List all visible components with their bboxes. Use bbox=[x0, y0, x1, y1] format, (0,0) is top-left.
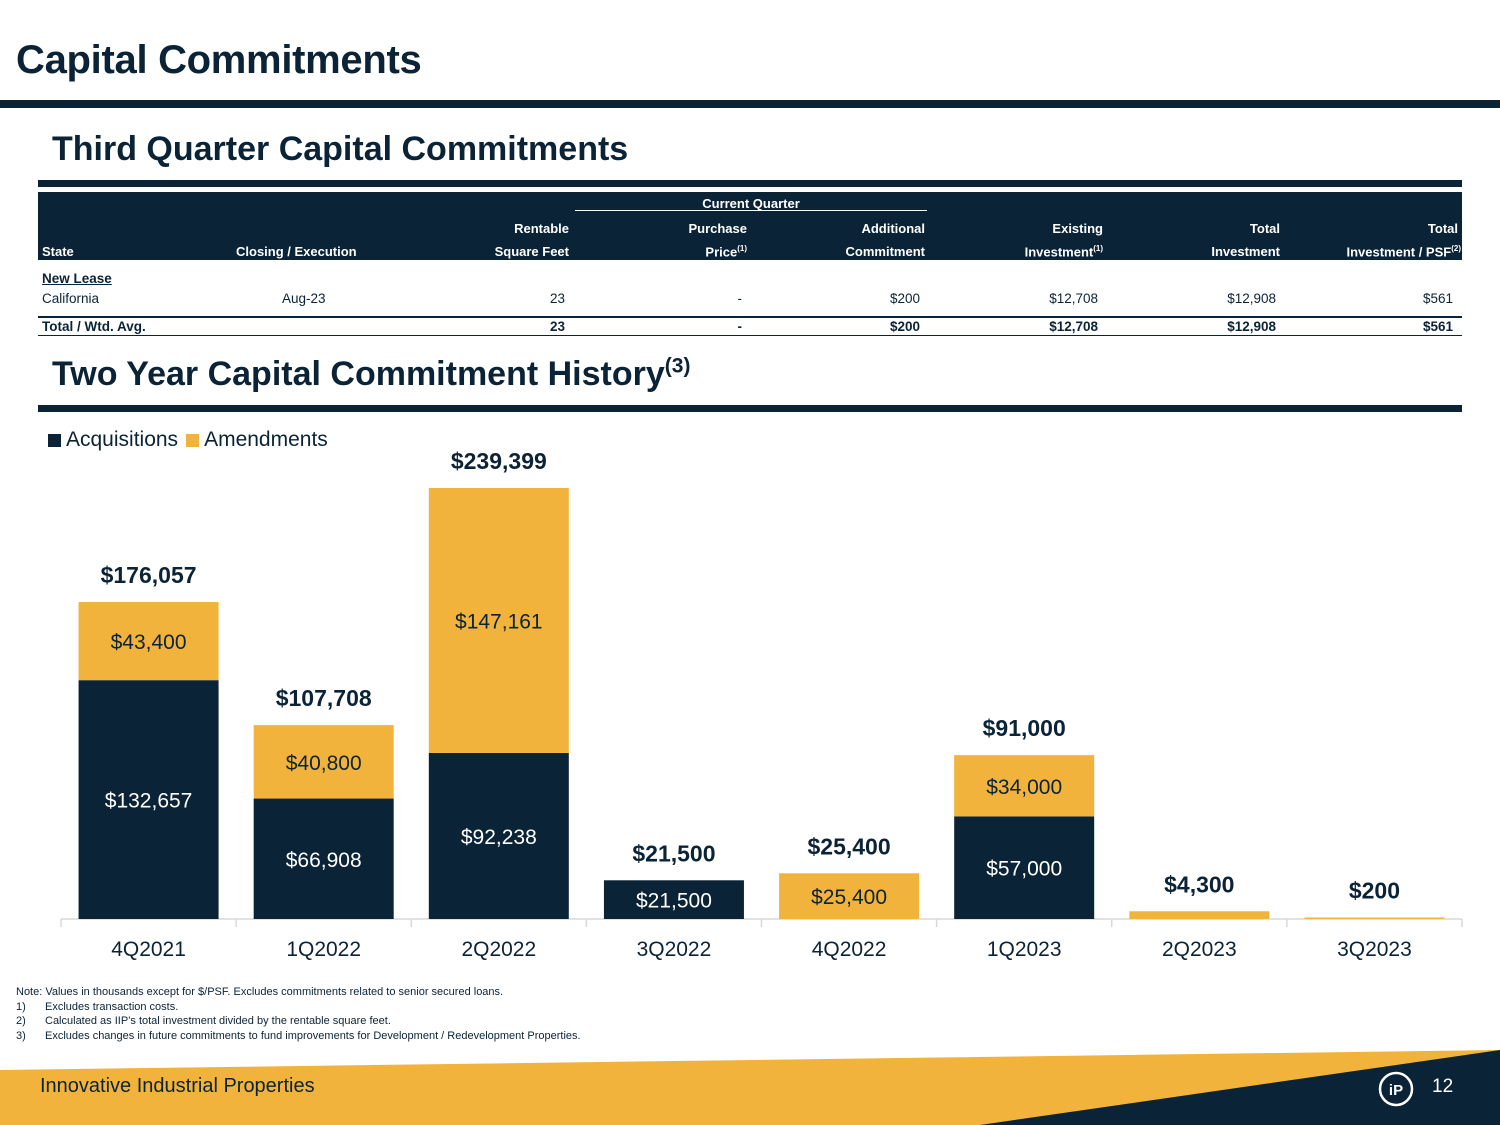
data-label-acquisitions-2Q2022: $92,238 bbox=[461, 826, 537, 849]
total-row-bottom-rule bbox=[38, 335, 1462, 336]
header-purchase-1: Purchase bbox=[688, 221, 747, 236]
row-additional: $200 bbox=[889, 291, 920, 306]
x-tick-label-4Q2022: 4Q2022 bbox=[812, 938, 887, 961]
section-title-third-quarter: Third Quarter Capital Commitments bbox=[52, 130, 629, 168]
x-tick-label-3Q2022: 3Q2022 bbox=[637, 938, 712, 961]
data-label-acquisitions-1Q2023: $57,000 bbox=[986, 858, 1062, 881]
header-rentable-1: Rentable bbox=[514, 221, 569, 236]
table-header bbox=[38, 192, 1462, 260]
total-label-3Q2022: $21,500 bbox=[632, 840, 715, 866]
header-existing-1: Existing bbox=[1052, 221, 1103, 236]
svg-text:iP: iP bbox=[1389, 1082, 1403, 1099]
legend-acquisitions: Acquisitions bbox=[48, 428, 178, 452]
bar-amendments-2Q2023 bbox=[1129, 911, 1270, 919]
row-existing: $12,708 bbox=[1049, 291, 1098, 306]
header-additional-2: Commitment bbox=[845, 244, 925, 259]
section-rule bbox=[38, 180, 1462, 187]
bar-acquisitions-4Q2021 bbox=[78, 680, 219, 919]
x-tick-label-2Q2023: 2Q2023 bbox=[1162, 938, 1237, 961]
bar-amendments-4Q2022 bbox=[779, 873, 920, 919]
header-additional-1: Additional bbox=[861, 221, 925, 236]
total-sqft: 23 bbox=[549, 319, 565, 334]
legend-swatch-amendments bbox=[186, 433, 200, 447]
total-label-1Q2022: $107,708 bbox=[276, 685, 372, 711]
note-2: 2) Calculated as IIP’s total investment d… bbox=[16, 1015, 391, 1027]
bar-acquisitions-1Q2022 bbox=[253, 798, 394, 919]
data-label-amendments-1Q2022: $40,800 bbox=[286, 752, 362, 775]
note-main: Note: Values in thousands except for $/P… bbox=[16, 986, 504, 998]
header-psf-1: Total bbox=[1427, 221, 1458, 236]
stacked-bar-chart: $132,657 $43,400 $176,057 4Q2021 $66,908 $40,… bbox=[60, 448, 1463, 961]
bar-amendments-3Q2023 bbox=[1304, 917, 1445, 919]
bar-amendments-1Q2023 bbox=[954, 755, 1095, 817]
chart-legend: Acquisitions Amendments bbox=[48, 428, 336, 452]
bar-amendments-4Q2021 bbox=[78, 602, 219, 681]
footnotes: Note: Values in thousands except for $/P… bbox=[16, 985, 581, 1043]
row-purchase: - bbox=[737, 291, 743, 306]
footer-navy-wedge bbox=[980, 1050, 1500, 1125]
total-label-1Q2023: $91,000 bbox=[983, 715, 1066, 741]
header-psf-2: Investment / PSF(2) bbox=[1346, 244, 1461, 260]
row-sqft: 23 bbox=[549, 291, 565, 306]
bar-acquisitions-3Q2022 bbox=[603, 880, 744, 919]
legend-swatch-acquisitions bbox=[48, 433, 61, 447]
group-label-new-lease: New Lease bbox=[42, 271, 112, 286]
total-row-top-rule bbox=[38, 316, 1462, 318]
data-label-amendments-4Q2022: $25,400 bbox=[811, 886, 887, 909]
bar-acquisitions-1Q2023 bbox=[954, 816, 1095, 919]
row-closing: Aug-23 bbox=[282, 291, 326, 306]
row-total: $12,908 bbox=[1227, 291, 1276, 306]
total-label: Total / Wtd. Avg. bbox=[42, 319, 146, 334]
bar-acquisitions-2Q2022 bbox=[428, 752, 569, 919]
row-state: California bbox=[42, 291, 100, 306]
data-label-amendments-4Q2021: $43,400 bbox=[111, 631, 187, 654]
x-tick-label-2Q2022: 2Q2022 bbox=[461, 938, 536, 961]
header-existing-2: Investment(1) bbox=[1024, 244, 1103, 260]
page-number: 12 bbox=[1432, 1076, 1454, 1097]
note-3: 3) Excludes changes in future commitments… bbox=[16, 1029, 581, 1042]
total-psf: $561 bbox=[1422, 319, 1453, 334]
data-label-acquisitions-4Q2021: $132,657 bbox=[105, 790, 193, 813]
data-label-amendments-1Q2023: $34,000 bbox=[986, 776, 1062, 799]
header-total-1: Total bbox=[1249, 221, 1280, 236]
note-1: 1) Excludes transaction costs. bbox=[16, 1000, 179, 1013]
footer-band bbox=[0, 1050, 1500, 1125]
total-label-4Q2021: $176,057 bbox=[101, 562, 197, 588]
data-label-acquisitions-3Q2022: $21,500 bbox=[636, 890, 712, 913]
data-label-amendments-2Q2022: $147,161 bbox=[455, 610, 543, 633]
total-total: $12,908 bbox=[1227, 319, 1276, 334]
current-quarter-underline bbox=[575, 210, 927, 211]
section-title-history: Two Year Capital Commitment History(3) bbox=[52, 354, 691, 393]
data-label-acquisitions-1Q2022: $66,908 bbox=[286, 849, 362, 872]
header-rentable-2: Square Feet bbox=[494, 244, 569, 259]
total-label-3Q2023: $200 bbox=[1349, 878, 1400, 904]
x-tick-label-1Q2022: 1Q2022 bbox=[286, 938, 361, 961]
header-total-2: Investment bbox=[1211, 244, 1280, 259]
header-purchase-2: Price(1) bbox=[705, 244, 747, 260]
title-rule bbox=[0, 100, 1500, 108]
x-tick-label-4Q2021: 4Q2021 bbox=[111, 938, 186, 961]
section-rule bbox=[38, 405, 1462, 412]
row-psf: $561 bbox=[1422, 291, 1453, 306]
company-logo-icon: iP bbox=[1378, 1071, 1414, 1107]
bar-amendments-1Q2022 bbox=[253, 725, 394, 799]
current-quarter-header: Current Quarter bbox=[702, 196, 800, 211]
total-label-2Q2023: $4,300 bbox=[1164, 871, 1234, 897]
x-tick-label-3Q2023: 3Q2023 bbox=[1337, 938, 1412, 961]
total-label-2Q2022: $239,399 bbox=[451, 448, 547, 474]
header-closing: Closing / Execution bbox=[236, 244, 357, 259]
total-additional: $200 bbox=[889, 319, 920, 334]
bar-amendments-2Q2022 bbox=[428, 488, 569, 753]
footer-company-name: Innovative Industrial Properties bbox=[40, 1075, 315, 1097]
header-state: State bbox=[42, 244, 74, 259]
total-existing: $12,708 bbox=[1049, 319, 1098, 334]
total-purchase: - bbox=[737, 319, 743, 334]
total-label-4Q2022: $25,400 bbox=[807, 833, 890, 859]
legend-amendments: Amendments bbox=[186, 428, 328, 452]
page-title: Capital Commitments bbox=[16, 38, 422, 82]
x-tick-label-1Q2023: 1Q2023 bbox=[987, 938, 1062, 961]
